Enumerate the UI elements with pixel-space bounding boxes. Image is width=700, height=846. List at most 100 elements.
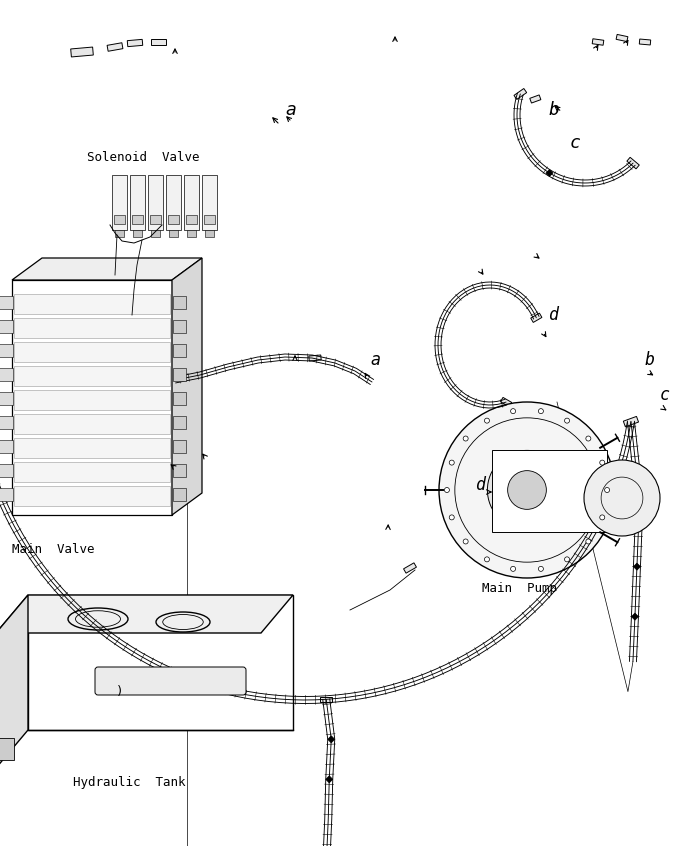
Bar bbox=[328, 736, 335, 743]
Circle shape bbox=[484, 418, 489, 423]
Polygon shape bbox=[172, 258, 202, 515]
Circle shape bbox=[463, 539, 468, 544]
Bar bbox=[186, 215, 197, 224]
Text: Main  Pump: Main Pump bbox=[482, 582, 557, 595]
Bar bbox=[71, 47, 93, 57]
Bar bbox=[639, 39, 651, 45]
Circle shape bbox=[584, 460, 660, 536]
Bar bbox=[592, 39, 604, 45]
Bar bbox=[173, 416, 186, 429]
Text: b: b bbox=[548, 101, 559, 119]
Bar bbox=[173, 392, 186, 405]
Circle shape bbox=[586, 539, 591, 544]
Circle shape bbox=[564, 557, 570, 562]
Polygon shape bbox=[12, 280, 172, 515]
Bar bbox=[127, 40, 143, 47]
Bar bbox=[132, 215, 143, 224]
Bar bbox=[148, 175, 163, 230]
Bar bbox=[168, 376, 182, 383]
Bar bbox=[173, 344, 186, 357]
Text: c: c bbox=[570, 134, 581, 152]
Bar bbox=[205, 230, 214, 237]
Circle shape bbox=[600, 515, 605, 520]
FancyBboxPatch shape bbox=[95, 667, 246, 695]
Bar bbox=[514, 89, 526, 100]
Bar bbox=[14, 486, 170, 506]
Text: a: a bbox=[285, 101, 296, 119]
Circle shape bbox=[508, 470, 547, 509]
Bar bbox=[546, 169, 553, 177]
Bar bbox=[404, 563, 416, 574]
Bar bbox=[530, 95, 541, 103]
Bar bbox=[173, 464, 186, 477]
Bar bbox=[0, 488, 13, 501]
Text: Hydraulic  Tank: Hydraulic Tank bbox=[73, 776, 186, 789]
Bar bbox=[127, 312, 136, 317]
Bar bbox=[173, 440, 186, 453]
Bar bbox=[14, 414, 170, 434]
Bar bbox=[115, 230, 124, 237]
Circle shape bbox=[510, 566, 516, 571]
Bar bbox=[0, 392, 13, 405]
Bar bbox=[627, 157, 639, 169]
Bar bbox=[150, 39, 165, 45]
Bar bbox=[632, 463, 640, 470]
Bar bbox=[0, 296, 13, 309]
Bar bbox=[133, 230, 142, 237]
Bar bbox=[616, 35, 628, 41]
Bar bbox=[326, 776, 332, 783]
Text: Solenoid  Valve: Solenoid Valve bbox=[87, 151, 200, 164]
Bar bbox=[492, 450, 607, 532]
Text: d: d bbox=[548, 306, 558, 324]
Bar bbox=[14, 294, 170, 314]
Bar bbox=[500, 398, 512, 407]
Bar bbox=[0, 464, 13, 477]
Text: d: d bbox=[475, 476, 485, 494]
Bar bbox=[0, 344, 13, 357]
Circle shape bbox=[463, 436, 468, 441]
Bar bbox=[130, 175, 145, 230]
Bar bbox=[634, 563, 640, 570]
Bar bbox=[112, 175, 127, 230]
Bar bbox=[150, 215, 161, 224]
Circle shape bbox=[510, 409, 516, 414]
Circle shape bbox=[484, 557, 489, 562]
Circle shape bbox=[538, 566, 543, 571]
Bar bbox=[107, 43, 123, 52]
Bar bbox=[0, 320, 13, 333]
Text: ): ) bbox=[116, 685, 123, 698]
Circle shape bbox=[564, 418, 570, 423]
Bar bbox=[531, 313, 542, 322]
Circle shape bbox=[586, 436, 591, 441]
Bar bbox=[14, 318, 170, 338]
Circle shape bbox=[439, 402, 615, 578]
Circle shape bbox=[444, 487, 449, 492]
Bar bbox=[309, 355, 321, 361]
Bar bbox=[14, 342, 170, 362]
Bar bbox=[14, 390, 170, 410]
Circle shape bbox=[605, 487, 610, 492]
Bar bbox=[0, 440, 13, 453]
Bar bbox=[623, 416, 638, 427]
Circle shape bbox=[538, 409, 543, 414]
Bar bbox=[187, 230, 196, 237]
Bar bbox=[169, 230, 178, 237]
Circle shape bbox=[600, 460, 605, 465]
Bar bbox=[14, 462, 170, 482]
Bar bbox=[202, 175, 217, 230]
Text: c: c bbox=[660, 386, 670, 404]
Bar bbox=[14, 366, 170, 386]
Bar bbox=[0, 416, 13, 429]
Bar bbox=[204, 215, 215, 224]
Polygon shape bbox=[28, 595, 293, 730]
Bar bbox=[114, 215, 125, 224]
Polygon shape bbox=[0, 595, 28, 768]
Bar bbox=[173, 488, 186, 501]
Bar bbox=[151, 230, 160, 237]
Polygon shape bbox=[0, 595, 293, 633]
Bar bbox=[173, 320, 186, 333]
Bar bbox=[14, 438, 170, 458]
Bar bbox=[173, 296, 186, 309]
Bar bbox=[320, 697, 332, 702]
Polygon shape bbox=[12, 258, 202, 280]
